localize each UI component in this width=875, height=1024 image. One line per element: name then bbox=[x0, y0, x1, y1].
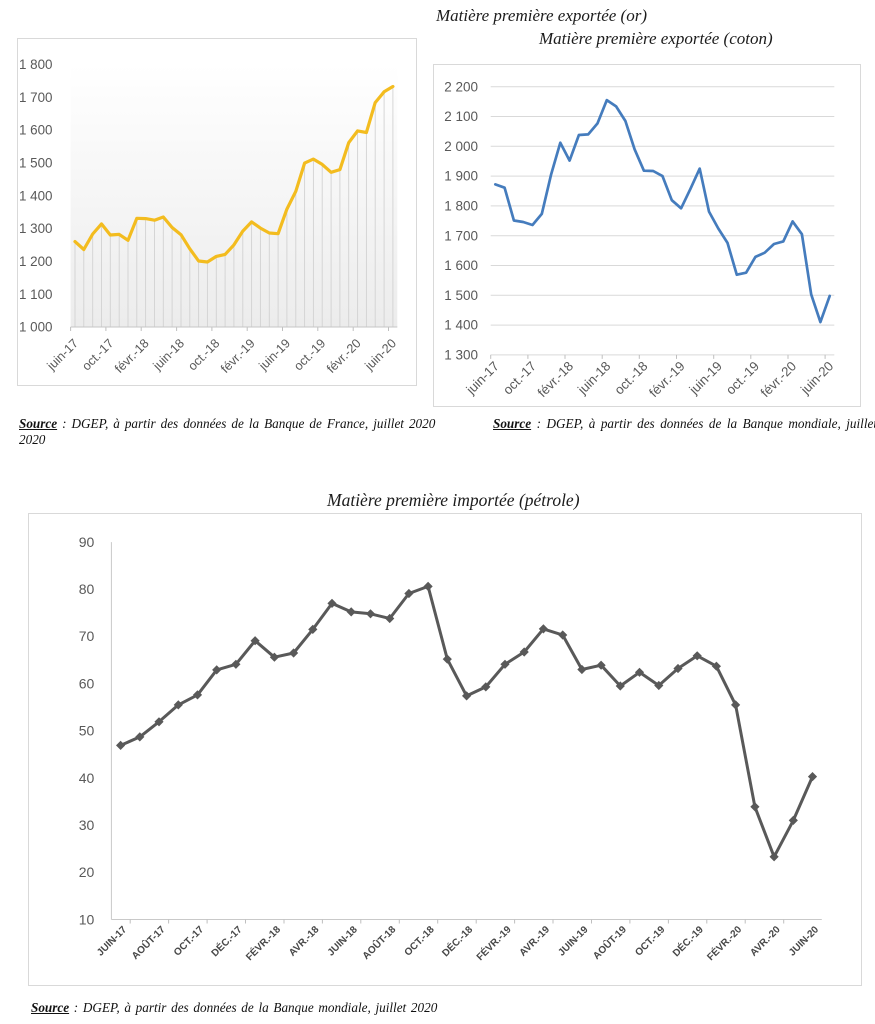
svg-text:1 700: 1 700 bbox=[19, 90, 53, 105]
svg-text:1 200: 1 200 bbox=[19, 254, 53, 269]
svg-text:2 000: 2 000 bbox=[444, 139, 478, 154]
svg-text:1 300: 1 300 bbox=[444, 348, 478, 363]
svg-text:1 500: 1 500 bbox=[19, 155, 53, 170]
svg-text:1 900: 1 900 bbox=[444, 169, 478, 184]
svg-text:1 700: 1 700 bbox=[444, 228, 478, 243]
svg-text:20: 20 bbox=[79, 864, 95, 880]
svg-text:40: 40 bbox=[79, 770, 95, 786]
svg-text:1 300: 1 300 bbox=[19, 221, 53, 236]
svg-text:1 500: 1 500 bbox=[444, 288, 478, 303]
svg-text:30: 30 bbox=[79, 817, 95, 833]
svg-text:2 100: 2 100 bbox=[444, 109, 478, 124]
svg-text:1 000: 1 000 bbox=[19, 320, 53, 335]
svg-text:80: 80 bbox=[79, 581, 95, 597]
svg-text:60: 60 bbox=[79, 675, 95, 691]
svg-text:1 400: 1 400 bbox=[444, 318, 478, 333]
svg-text:90: 90 bbox=[79, 534, 95, 550]
svg-text:10: 10 bbox=[79, 911, 95, 927]
svg-text:1 600: 1 600 bbox=[444, 258, 478, 273]
svg-text:1 400: 1 400 bbox=[19, 188, 53, 203]
svg-text:1 800: 1 800 bbox=[19, 57, 53, 72]
svg-text:50: 50 bbox=[79, 723, 95, 739]
svg-text:1 100: 1 100 bbox=[19, 287, 53, 302]
svg-text:2 200: 2 200 bbox=[444, 79, 478, 94]
svg-text:1 800: 1 800 bbox=[444, 199, 478, 214]
svg-text:70: 70 bbox=[79, 628, 95, 644]
svg-text:1 600: 1 600 bbox=[19, 123, 53, 138]
